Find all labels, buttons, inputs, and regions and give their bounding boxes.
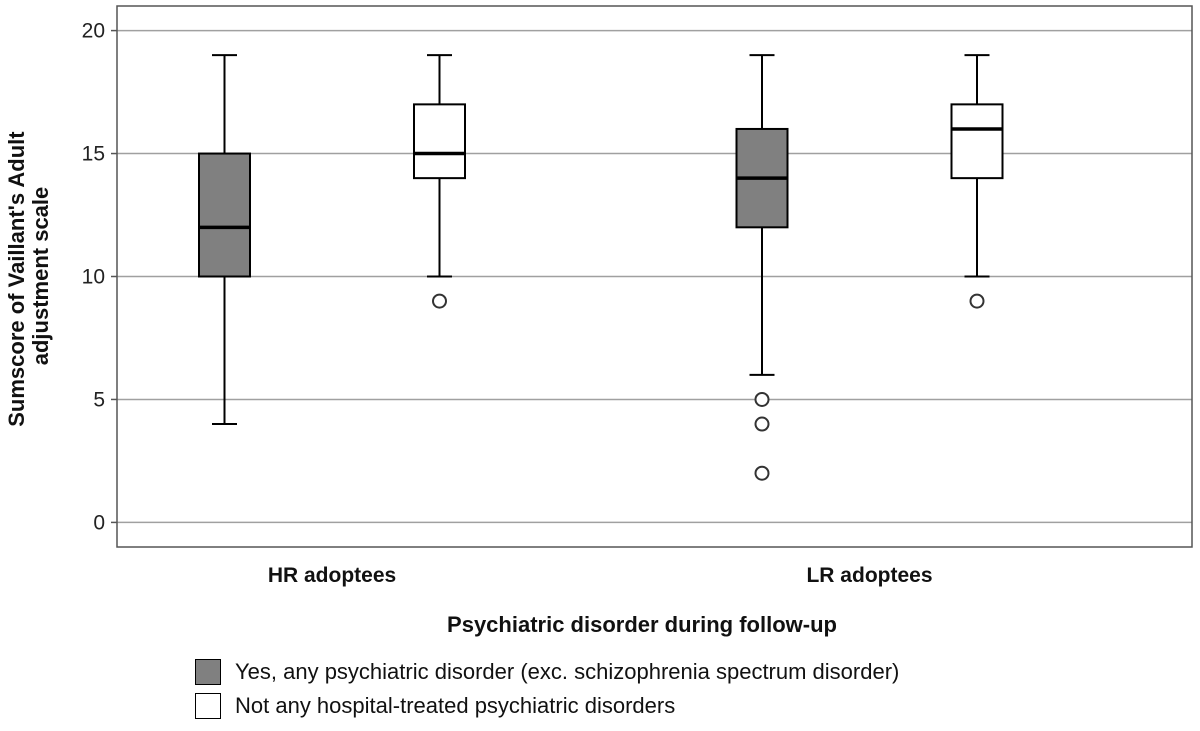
x-axis-title: Psychiatric disorder during follow-up	[447, 612, 837, 637]
outlier-point-0	[754, 391, 770, 407]
y-axis-title-line-1: Sumscore of Vaillant's Adult	[4, 131, 29, 427]
box-s0-c1	[735, 54, 789, 481]
category-label-1: LR adoptees	[806, 564, 932, 587]
outlier-point-2	[754, 465, 770, 481]
ytick-label-20: 20	[82, 20, 105, 43]
y-axis-title-line-2: adjustment scale	[28, 187, 53, 366]
legend: Yes, any psychiatric disorder (exc. schi…	[195, 655, 899, 723]
outlier-point-0	[432, 293, 447, 309]
box-iqr	[950, 103, 1004, 180]
legend-swatch-not	[195, 693, 221, 719]
ytick-label-5: 5	[93, 388, 105, 411]
y-axis-title: Sumscore of Vaillant's Adult adjustment …	[4, 125, 53, 427]
legend-item-not: Not any hospital-treated psychiatric dis…	[195, 689, 899, 723]
legend-item-yes: Yes, any psychiatric disorder (exc. schi…	[195, 655, 899, 689]
legend-swatch-yes	[195, 659, 221, 685]
category-label-0: HR adoptees	[268, 564, 396, 587]
legend-label-not: Not any hospital-treated psychiatric dis…	[235, 693, 676, 718]
ytick-label-15: 15	[82, 143, 105, 166]
ytick-label-10: 10	[82, 266, 105, 289]
box-iqr	[413, 103, 466, 180]
box-s1-c1	[950, 54, 1004, 309]
legend-label-yes: Yes, any psychiatric disorder (exc. schi…	[235, 659, 900, 684]
box-s0-c0	[198, 54, 251, 426]
box-s1-c0	[413, 54, 466, 309]
outlier-point-1	[754, 416, 770, 432]
outlier-point-0	[969, 293, 985, 309]
box-iqr	[198, 152, 251, 278]
ytick-label-0: 0	[93, 511, 105, 534]
